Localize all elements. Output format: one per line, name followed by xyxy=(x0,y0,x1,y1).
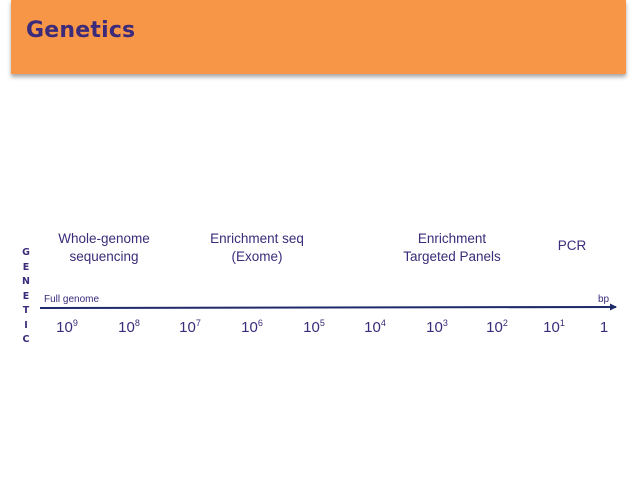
tick-label: 109 xyxy=(56,318,78,336)
tick-label: 106 xyxy=(241,318,263,336)
side-letter: N xyxy=(22,276,30,287)
tick-label: 102 xyxy=(486,318,508,336)
tick-label: 1 xyxy=(599,319,609,336)
tick-label: 101 xyxy=(543,318,565,336)
slide-title: Genetics xyxy=(26,18,136,43)
tick-label: 104 xyxy=(364,318,386,336)
category-whole-genome: Whole-genome sequencing xyxy=(58,231,150,264)
tick-label: 107 xyxy=(179,318,201,336)
side-letter: T xyxy=(22,305,30,316)
category-pcr: PCR xyxy=(557,238,587,253)
category-targeted-panels: Enrichment Targeted Panels xyxy=(403,231,501,264)
side-letter: E xyxy=(22,261,30,273)
side-label: G E N E T I C xyxy=(20,246,32,348)
tick-label: 105 xyxy=(303,318,325,336)
category-exome: Enrichment seq (Exome) xyxy=(210,231,304,264)
scale-arrow-line xyxy=(39,303,617,311)
axis-start-label: Full genome xyxy=(44,294,100,305)
side-letter: I xyxy=(24,319,28,331)
header-banner: Genetics xyxy=(11,0,626,74)
side-letter: G xyxy=(22,247,30,258)
side-letter: E xyxy=(22,290,30,302)
tick-label: 103 xyxy=(426,318,448,336)
axis-unit-label: bp xyxy=(598,294,610,305)
side-letter: C xyxy=(22,334,30,345)
tick-label: 108 xyxy=(118,318,140,336)
